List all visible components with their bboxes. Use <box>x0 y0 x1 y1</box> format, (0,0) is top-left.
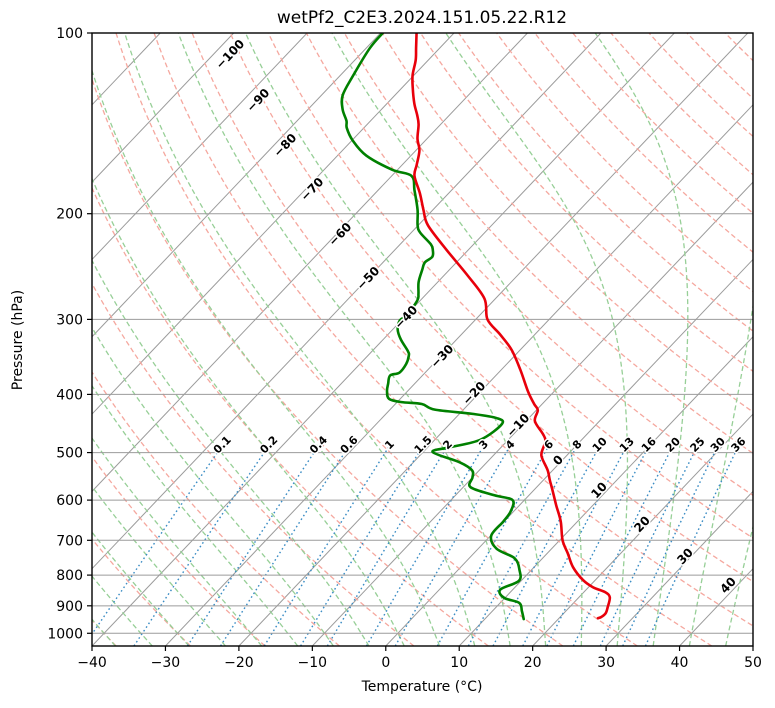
isotherm-grid <box>92 33 753 646</box>
x-tick-label: 30 <box>597 655 615 671</box>
y-tick-label: 800 <box>56 568 83 584</box>
temperature-curve <box>411 33 612 620</box>
x-tick-label: 20 <box>524 655 542 671</box>
y-tick-label: 100 <box>56 26 83 42</box>
y-tick-label: 200 <box>56 207 83 223</box>
mixing-ratio-label: 13 <box>617 435 637 455</box>
mixing-ratio-label: 16 <box>639 435 659 455</box>
chart-title: wetPf2_C2E3.2024.151.05.22.R12 <box>277 8 567 28</box>
y-tick-label: 900 <box>56 599 83 615</box>
mixing-ratio-label: 10 <box>590 435 610 455</box>
isotherm-label: −40 <box>392 303 421 332</box>
x-axis-ticks: −40 −30 −20 −10 0 10 20 30 40 50 <box>77 646 762 671</box>
isotherm-label: −90 <box>244 86 273 115</box>
dewpoint-curve <box>340 33 526 621</box>
plot-area <box>92 33 753 646</box>
y-tick-label: 700 <box>56 533 83 549</box>
pressure-gridlines <box>92 33 753 634</box>
isotherm-label: −60 <box>326 220 355 249</box>
dry-adiabats <box>92 33 753 646</box>
isotherm-label: 30 <box>674 545 696 567</box>
y-tick-label: 600 <box>56 493 83 509</box>
isotherm-label: −100 <box>213 37 247 72</box>
mixing-ratio-label: 3 <box>476 438 491 453</box>
isotherm-label: −70 <box>298 175 327 204</box>
isotherm-label: 0 <box>550 452 566 468</box>
x-tick-label: −20 <box>224 655 254 671</box>
y-tick-label: 400 <box>56 387 83 403</box>
isotherm-label: 40 <box>717 574 739 596</box>
x-axis-label: Temperature (°C) <box>361 679 483 695</box>
x-tick-label: 40 <box>671 655 689 671</box>
y-tick-label: 300 <box>56 312 83 328</box>
isotherm-label: 20 <box>631 513 653 535</box>
y-axis-ticks: 100 200 300 400 500 600 700 800 900 1000 <box>47 26 92 642</box>
x-tick-label: −10 <box>298 655 328 671</box>
sounding-curves <box>340 33 612 621</box>
isotherm-label: 10 <box>588 479 610 501</box>
y-tick-label: 500 <box>56 446 83 462</box>
moist-adiabats <box>92 33 753 646</box>
x-tick-label: −30 <box>151 655 181 671</box>
y-axis-label: Pressure (hPa) <box>10 290 26 390</box>
x-tick-label: −40 <box>77 655 107 671</box>
y-tick-label: 1000 <box>47 626 83 642</box>
mixing-ratio-label: 30 <box>708 435 728 455</box>
mixing-ratio-label: 1 <box>382 438 397 453</box>
mixing-ratio-label: 4 <box>503 437 518 452</box>
x-tick-label: 0 <box>381 655 390 671</box>
mixing-ratio-label: 25 <box>688 435 708 455</box>
isotherm-label: −10 <box>504 411 533 440</box>
isotherm-label: −20 <box>460 379 489 408</box>
axes <box>91 32 754 647</box>
x-tick-label: 10 <box>450 655 468 671</box>
x-tick-label: 50 <box>744 655 762 671</box>
mixing-ratio-lines <box>92 446 739 646</box>
